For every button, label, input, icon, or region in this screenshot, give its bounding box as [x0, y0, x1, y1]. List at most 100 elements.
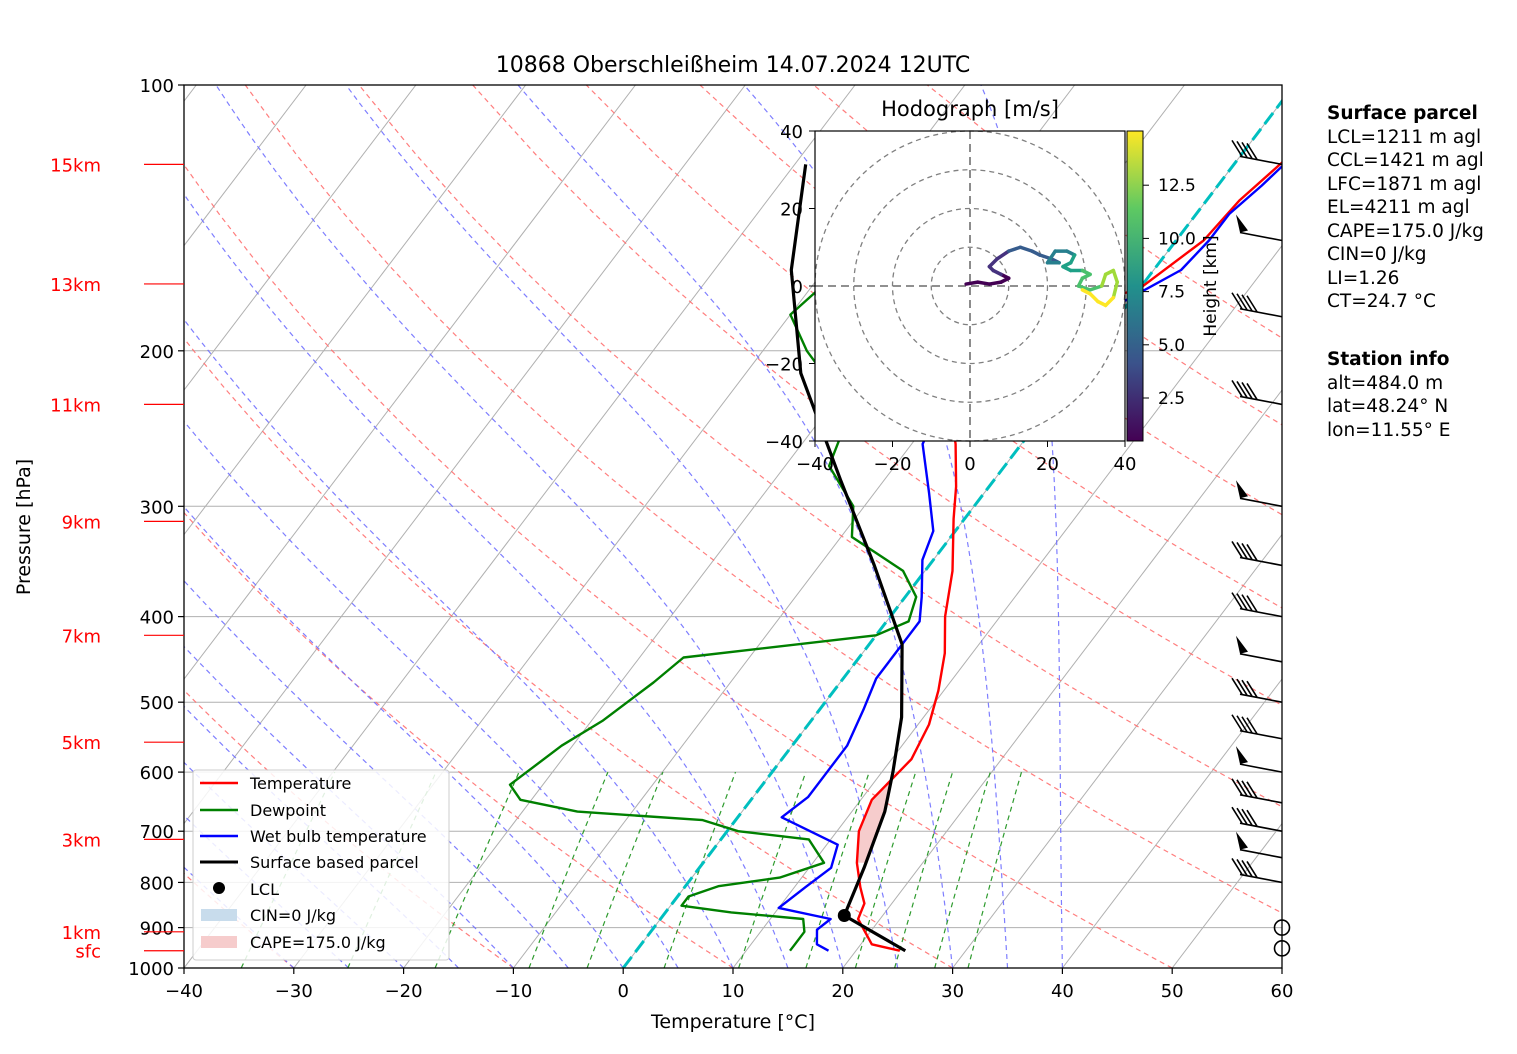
surface-parcel-line: LI=1.26	[1327, 267, 1400, 289]
isotherm-line	[184, 85, 636, 680]
wind-barb-feather	[1236, 293, 1248, 311]
dry-adiabat-line	[184, 689, 514, 968]
wind-barb-feather	[1236, 779, 1248, 797]
legend-cin-swatch	[201, 909, 237, 921]
surface-parcel-line: CT=24.7 °C	[1327, 291, 1436, 312]
wind-barb-feather	[1246, 781, 1258, 799]
legend-parcel-label: Surface based parcel	[250, 853, 419, 872]
surface-parcel-line: CAPE=175.0 J/kg	[1327, 220, 1484, 242]
station-info-line: lat=48.24° N	[1327, 396, 1449, 417]
hodograph-segment	[987, 280, 1003, 286]
wind-barb-feather	[1241, 542, 1253, 560]
hodograph-segment	[987, 257, 999, 269]
station-info-line: lon=11.55° E	[1327, 419, 1451, 441]
hodograph-segment	[1018, 245, 1034, 253]
x-tick-label: −20	[385, 981, 423, 1002]
isotherm-line	[184, 85, 527, 536]
hodograph-x-tick-label: −40	[796, 454, 834, 475]
legend-dewpoint-label: Dewpoint	[250, 801, 326, 820]
hodograph-segment	[1103, 295, 1116, 308]
mixing-ratio-line	[934, 771, 991, 968]
hodograph-title: Hodograph [m/s]	[881, 97, 1059, 121]
mixing-ratio-line	[528, 771, 609, 968]
wind-barb-feather	[1241, 594, 1253, 612]
moist-adiabat-line	[345, 85, 899, 968]
wind-barb-staff	[1239, 307, 1283, 318]
wind-barb-staff	[1239, 873, 1283, 884]
x-tick-label: 40	[1051, 981, 1074, 1002]
wind-barb-staff	[1239, 693, 1283, 703]
wind-barb-feather	[1231, 714, 1243, 732]
height-label: sfc	[75, 942, 101, 963]
hodograph-y-tick-label: −40	[765, 432, 803, 453]
isotherm-line	[184, 85, 417, 391]
wind-barb-feather	[1246, 809, 1258, 827]
legend: Temperature Dewpoint Wet bulb temperatur…	[192, 769, 450, 961]
hodograph-segment	[1088, 284, 1104, 292]
legend-lcl-marker	[213, 882, 225, 894]
hodograph-segment	[1007, 245, 1023, 253]
isotherm-line	[184, 85, 307, 247]
height-label: 1km	[62, 923, 101, 944]
hodograph-x-tick-label: 20	[1036, 454, 1059, 475]
parcel-line	[789, 164, 907, 953]
height-label: 9km	[62, 512, 101, 533]
hodograph-segment	[1100, 272, 1108, 288]
hodograph-ring	[891, 207, 1049, 365]
wind-barb-feather	[1246, 680, 1258, 698]
isotherm-line	[842, 389, 1282, 968]
wind-barb-staff	[1239, 822, 1283, 833]
wind-barb-feather	[1236, 380, 1248, 398]
wind-barb-flag	[1236, 480, 1248, 499]
colorbar-tick-label: 2.5	[1158, 389, 1185, 409]
hodograph-segment	[964, 280, 980, 286]
hodograph-ring	[853, 169, 1087, 403]
x-tick-label: 50	[1161, 981, 1184, 1002]
height-label: 13km	[50, 275, 101, 296]
mixing-ratio-line	[738, 771, 807, 968]
wind-barb-feather	[1231, 806, 1243, 824]
height-label: 3km	[62, 830, 101, 851]
legend-cape-label: CAPE=175.0 J/kg	[250, 933, 386, 952]
mixing-ratio-line	[805, 771, 870, 968]
wind-barb-feather	[1241, 808, 1253, 826]
x-tick-label: 10	[722, 981, 745, 1002]
wind-barb-feather	[1241, 860, 1253, 877]
height-label: 7km	[62, 626, 101, 647]
moist-adiabat-line	[184, 420, 679, 968]
hodograph-colorbar	[1126, 130, 1144, 442]
moist-adiabat-line	[184, 579, 569, 968]
dry-adiabat-line	[358, 85, 1282, 808]
x-tick-label: −30	[275, 981, 313, 1002]
wind-barb-feather	[1241, 716, 1253, 734]
wind-barb-flag	[1236, 746, 1248, 765]
wind-barb-feather	[1231, 292, 1243, 310]
hodograph-segment	[1111, 268, 1119, 284]
wind-barb-feather	[1231, 677, 1243, 695]
moist-adiabat-line	[184, 193, 789, 968]
y-axis-label: Pressure [hPa]	[13, 459, 35, 595]
hodograph-y-tick-label: −20	[765, 355, 803, 376]
wind-barb-feather	[1231, 778, 1243, 796]
wind-barb-flag	[1236, 831, 1248, 850]
legend-cin-label: CIN=0 J/kg	[250, 906, 336, 925]
station-info-line: alt=484.0 m	[1327, 372, 1444, 394]
wind-barb-feather	[1236, 541, 1248, 559]
wind-barb-feather	[1231, 379, 1243, 397]
wind-barb-staff	[1239, 763, 1283, 773]
y-tick-label: 500	[140, 693, 174, 714]
isotherm-line	[1171, 822, 1282, 968]
colorbar-tick-label: 12.5	[1158, 176, 1196, 196]
isotherm-line	[184, 85, 746, 825]
wind-barb-feather	[1246, 142, 1258, 160]
mixing-ratio-line	[586, 771, 664, 968]
hodograph-segment	[1045, 249, 1057, 265]
isotherm-line	[732, 244, 1282, 968]
wind-barb-feather	[1246, 861, 1258, 878]
y-tick-label: 400	[140, 608, 174, 629]
surface-parcel-line: CIN=0 J/kg	[1327, 244, 1427, 265]
hodograph-y-tick-label: 0	[792, 277, 803, 298]
wind-barb-staff	[1239, 653, 1283, 663]
hodograph-segment	[1076, 284, 1092, 292]
legend-temperature-label: Temperature	[249, 774, 351, 793]
